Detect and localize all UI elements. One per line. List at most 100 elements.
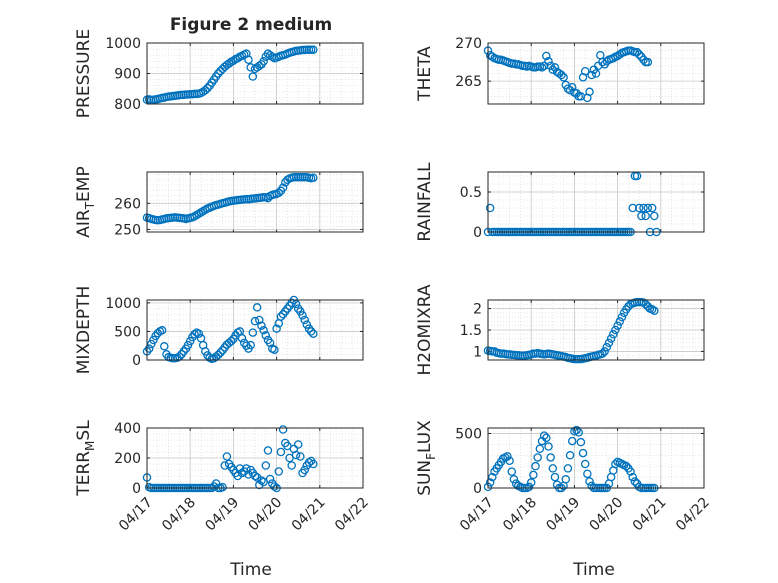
data-point <box>546 453 555 462</box>
data-point <box>641 211 650 221</box>
data-point <box>550 63 560 72</box>
y-tick-label: 1000 <box>105 296 141 312</box>
data-point <box>604 338 614 348</box>
data-point <box>214 69 223 78</box>
axes-box <box>487 427 705 489</box>
y-tick-label: 265 <box>455 74 482 90</box>
data-point <box>293 440 303 449</box>
data-point <box>183 340 193 350</box>
data-point <box>585 477 594 486</box>
data-point <box>259 57 268 66</box>
data-point <box>237 334 247 343</box>
data-point <box>214 350 223 360</box>
y-tick-label: 0 <box>473 481 482 497</box>
data-point <box>147 339 156 349</box>
data-point <box>598 349 607 358</box>
data-point <box>559 73 568 82</box>
data-point <box>216 66 225 76</box>
data-point <box>263 446 273 455</box>
y-axis-label: THETA <box>415 46 435 102</box>
subplot-pressure: 800 900 1000 PRESSURE <box>74 29 364 118</box>
data-point <box>226 336 236 346</box>
data-point <box>257 321 266 330</box>
data-point <box>613 321 622 330</box>
data-point <box>268 52 277 61</box>
subplot-h2omixra: 1 1.5 2 H2OMIXRA <box>415 284 705 376</box>
data-point <box>296 452 305 461</box>
data-point <box>503 452 512 461</box>
series-markers <box>483 46 653 103</box>
data-point <box>550 472 560 482</box>
data-point <box>647 203 657 213</box>
data-point <box>248 328 258 337</box>
data-point <box>542 51 551 61</box>
data-point <box>298 311 307 320</box>
y-tick-label: 260 <box>114 196 141 212</box>
data-point <box>580 66 590 76</box>
data-point <box>488 472 497 482</box>
y-tick-label: 0.5 <box>460 185 482 201</box>
data-point <box>300 465 309 475</box>
data-point <box>246 63 255 72</box>
data-point <box>639 55 648 65</box>
data-point <box>587 70 596 80</box>
data-point <box>561 475 571 484</box>
data-point <box>533 453 542 462</box>
data-point <box>563 464 573 473</box>
data-point <box>634 50 644 59</box>
data-point <box>650 306 659 315</box>
data-point <box>246 340 255 350</box>
data-point <box>190 330 199 339</box>
data-point <box>250 316 260 326</box>
data-point <box>272 324 281 333</box>
subplot-rainfall: 0 0.5 RAINFALL <box>415 162 705 242</box>
data-point <box>632 47 642 57</box>
data-point <box>615 317 625 326</box>
data-point <box>548 65 558 74</box>
data-point <box>261 331 271 340</box>
data-point <box>585 87 594 97</box>
data-point <box>583 469 592 479</box>
data-point <box>567 82 577 92</box>
subplot-terr_msl: 04/17 04/18 04/19 04/20 04/21 04/220200400TER… <box>74 420 372 535</box>
data-point <box>222 452 232 461</box>
subplot-mixdepth: 0 500 1000 MIXDEPTH <box>74 286 364 375</box>
axes-box <box>146 427 364 489</box>
data-point <box>276 312 286 321</box>
x-axis-label-left: Time <box>229 560 272 580</box>
data-point <box>609 54 618 63</box>
data-point <box>602 342 612 352</box>
y-axis-label: MIXDEPTH <box>74 286 94 375</box>
y-tick-label: 2 <box>473 302 482 318</box>
data-point <box>617 312 627 322</box>
axes-box <box>487 171 705 233</box>
data-point <box>641 300 650 309</box>
y-axis-label: H2OMIXRA <box>415 284 435 375</box>
data-point <box>287 461 296 470</box>
data-point <box>650 211 659 221</box>
data-point <box>634 203 644 213</box>
data-point <box>535 444 545 453</box>
y-tick-label: 1 <box>473 344 482 360</box>
series-markers <box>142 295 318 364</box>
y-tick-label: 500 <box>455 426 482 442</box>
data-point <box>252 303 262 312</box>
axes-box <box>487 299 705 361</box>
y-tick-label: 250 <box>114 222 141 238</box>
data-point <box>291 450 301 460</box>
data-point <box>278 425 288 434</box>
data-point <box>539 61 549 71</box>
data-point <box>248 72 258 81</box>
data-point <box>309 173 318 182</box>
data-point <box>591 69 601 78</box>
axes-box <box>146 171 364 233</box>
data-point <box>244 55 253 65</box>
data-point <box>580 459 590 469</box>
data-point <box>185 336 195 346</box>
data-point <box>606 334 616 343</box>
data-point <box>274 467 284 476</box>
subplot-air_temp: 250 260 AIRTEMP <box>74 166 364 238</box>
data-point <box>485 203 495 213</box>
data-point <box>194 329 204 338</box>
